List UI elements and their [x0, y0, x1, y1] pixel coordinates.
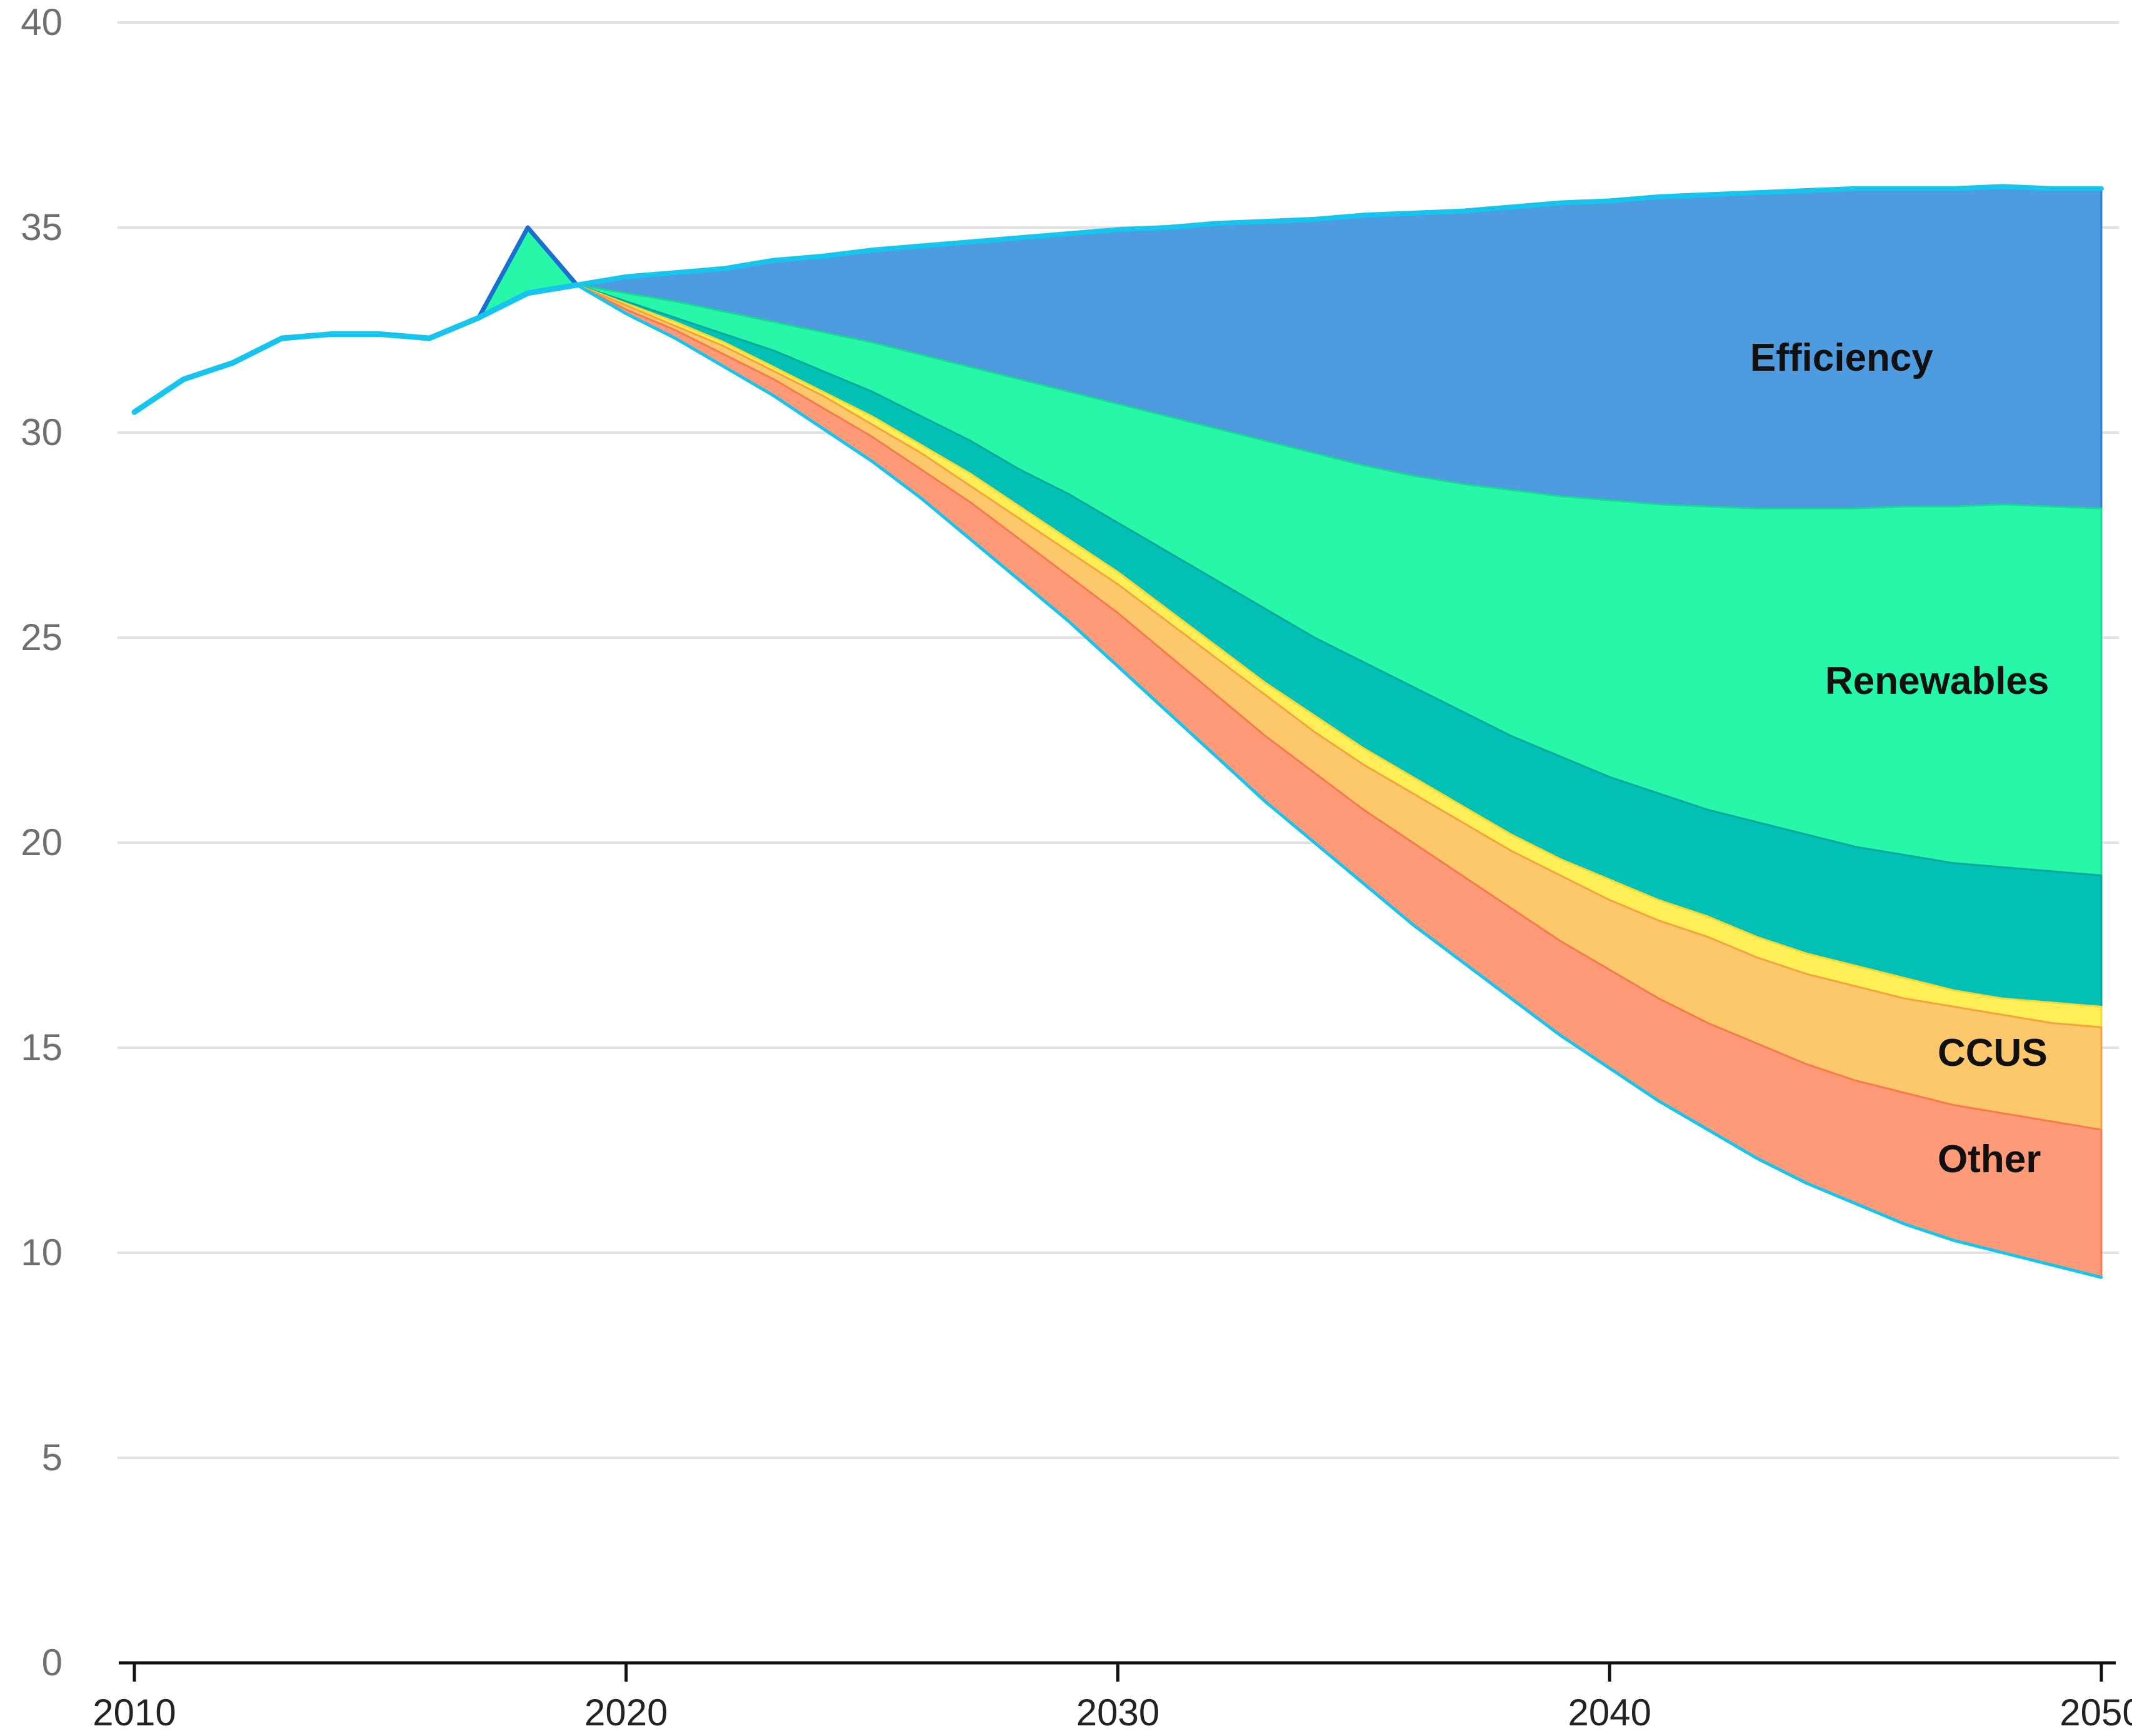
y-tick-label: 5	[42, 1437, 63, 1478]
final-pathway-line	[575, 283, 2103, 1279]
y-tick-label: 35	[21, 206, 63, 248]
stacked-areas	[476, 185, 2103, 1278]
x-tick-label: 2050	[2059, 1692, 2132, 1733]
label-efficiency: Efficiency	[1750, 336, 1933, 379]
label-renewables: Renewables	[1825, 660, 2049, 703]
x-tick-label: 2030	[1076, 1692, 1159, 1733]
y-tick-label: 20	[21, 821, 63, 863]
label-ccus: CCUS	[1938, 1031, 2048, 1075]
historical-emissions-line	[131, 282, 580, 415]
x-tick-label: 2010	[93, 1692, 176, 1733]
y-tick-label: 15	[21, 1026, 63, 1068]
x-axis-ticks: 2010 2020 2030 2040 2050	[93, 1663, 2132, 1733]
spike-area	[478, 228, 578, 318]
x-tick-label: 2020	[584, 1692, 668, 1733]
emission-lines	[131, 184, 2104, 1279]
label-other: Other	[1938, 1138, 2041, 1181]
y-tick-label: 0	[42, 1642, 63, 1683]
y-axis-ticks: 0 5 10 15 20 25 30 35 40	[21, 1, 63, 1683]
spike-outline	[476, 225, 579, 319]
y-tick-label: 40	[21, 1, 63, 43]
y-tick-label: 30	[21, 411, 63, 453]
y-tick-label: 10	[21, 1232, 63, 1273]
baseline-line	[574, 184, 2104, 288]
series-labels: Efficiency Renewables CCUS Other	[1750, 336, 2049, 1181]
y-tick-label: 25	[21, 616, 63, 658]
x-tick-label: 2040	[1568, 1692, 1651, 1733]
